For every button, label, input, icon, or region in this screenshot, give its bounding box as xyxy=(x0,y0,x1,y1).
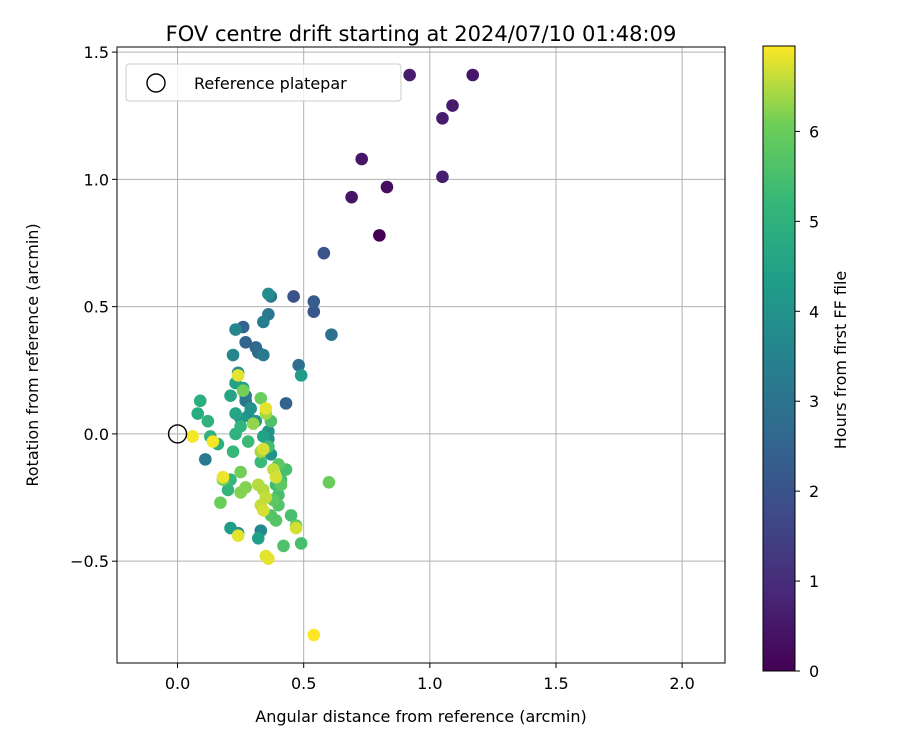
data-point xyxy=(307,305,321,319)
data-point xyxy=(294,369,308,382)
x-tick-label: 1.0 xyxy=(417,674,442,693)
data-point xyxy=(355,152,369,166)
data-point xyxy=(436,111,449,125)
colorbar-tick-label: 6 xyxy=(809,122,819,141)
y-tick-label: 0.0 xyxy=(84,425,109,444)
data-point xyxy=(257,430,270,443)
chart-title: FOV centre drift starting at 2024/07/10 … xyxy=(166,22,677,46)
data-point xyxy=(239,335,252,349)
legend-box xyxy=(125,63,402,102)
y-tick-label: −0.5 xyxy=(70,552,109,571)
legend-open-circle-marker xyxy=(146,73,166,93)
x-tick-label: 0.5 xyxy=(291,674,316,693)
data-point xyxy=(236,384,250,397)
data-point xyxy=(214,496,227,509)
y-axis-label: Rotation from reference (arcmin) xyxy=(23,223,42,486)
data-point xyxy=(198,453,212,466)
data-point xyxy=(307,628,321,642)
data-point xyxy=(262,552,275,565)
data-point xyxy=(322,475,336,489)
data-point xyxy=(221,483,235,497)
data-point xyxy=(284,509,298,522)
data-point xyxy=(254,391,268,405)
data-point xyxy=(234,465,247,479)
data-points xyxy=(186,68,480,642)
data-point xyxy=(191,407,205,420)
data-point xyxy=(226,445,240,459)
data-point xyxy=(269,470,283,484)
data-point xyxy=(239,481,252,494)
data-point xyxy=(292,358,305,372)
colorbar-tick-label: 0 xyxy=(809,662,819,681)
reference-platepar-marker xyxy=(167,424,188,444)
data-point xyxy=(244,402,258,415)
data-point xyxy=(317,246,331,260)
data-point xyxy=(287,290,300,303)
data-point xyxy=(193,394,207,408)
data-point xyxy=(201,414,215,428)
data-point xyxy=(466,68,480,82)
data-point xyxy=(257,503,270,517)
data-point xyxy=(325,328,338,341)
data-point xyxy=(254,455,268,469)
legend: Reference platepar xyxy=(125,63,402,102)
colorbar-tick-label: 3 xyxy=(809,392,819,411)
colorbar-tick-label: 1 xyxy=(809,572,819,591)
grid-lines xyxy=(117,47,725,663)
data-point xyxy=(403,68,416,82)
x-tick-label: 2.0 xyxy=(669,674,694,693)
data-point xyxy=(279,397,293,410)
data-point xyxy=(257,348,270,362)
data-point xyxy=(289,521,303,535)
data-point xyxy=(241,435,255,448)
y-tick-label: 1.5 xyxy=(84,43,109,62)
data-point xyxy=(226,348,240,362)
data-point xyxy=(373,229,386,242)
data-point xyxy=(186,430,199,443)
colorbar: 0 1 2 3 4 5 6 Hours from first FF file xyxy=(762,45,850,681)
data-point xyxy=(206,435,220,448)
data-point xyxy=(446,99,459,112)
data-point xyxy=(345,190,358,204)
data-point xyxy=(269,514,283,527)
data-point xyxy=(307,295,321,308)
colorbar-ticks: 0 1 2 3 4 5 6 xyxy=(795,122,819,681)
data-point xyxy=(224,389,237,403)
data-point xyxy=(231,529,245,543)
data-point xyxy=(436,170,449,184)
data-point xyxy=(259,402,273,415)
data-point xyxy=(262,287,275,301)
data-point xyxy=(234,419,247,433)
colorbar-tick-label: 2 xyxy=(809,482,819,501)
y-tick-label: 0.5 xyxy=(84,298,109,317)
data-point xyxy=(277,539,290,553)
data-point xyxy=(216,470,230,484)
x-axis-ticks: 0.0 0.5 1.0 1.5 2.0 xyxy=(165,663,695,693)
x-tick-label: 0.0 xyxy=(165,674,190,693)
data-point xyxy=(380,180,394,194)
data-point xyxy=(246,417,260,431)
colorbar-label: Hours from first FF file xyxy=(831,271,850,450)
data-point xyxy=(229,323,242,336)
data-point xyxy=(294,537,308,550)
plot-frame xyxy=(116,46,726,664)
colorbar-tick-label: 4 xyxy=(809,302,819,321)
y-axis-ticks: −0.5 0.0 0.5 1.0 1.5 xyxy=(70,43,117,571)
legend-entry-reference-platepar: Reference platepar xyxy=(194,74,347,93)
data-point xyxy=(257,442,270,456)
data-point xyxy=(251,531,265,545)
data-point xyxy=(231,369,245,382)
x-axis-label: Angular distance from reference (arcmin) xyxy=(255,707,586,726)
x-tick-label: 1.5 xyxy=(543,674,568,693)
colorbar-tick-label: 5 xyxy=(809,212,819,231)
data-point xyxy=(229,407,242,420)
colorbar-gradient xyxy=(762,45,796,672)
y-tick-label: 1.0 xyxy=(84,170,109,189)
data-point xyxy=(257,315,270,329)
